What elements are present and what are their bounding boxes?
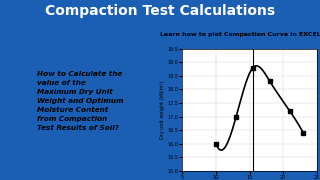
Text: How to Calculate the
value of the
Maximum Dry Unit
Weight and Optimum
Moisture C: How to Calculate the value of the Maximu… — [37, 71, 123, 131]
Text: Compaction Test Calculations: Compaction Test Calculations — [45, 4, 275, 18]
Text: Learn how to plot Compaction Curve in EXCEL: Learn how to plot Compaction Curve in EX… — [160, 32, 320, 37]
Y-axis label: Dry unit weight (kN/m³): Dry unit weight (kN/m³) — [160, 81, 164, 139]
